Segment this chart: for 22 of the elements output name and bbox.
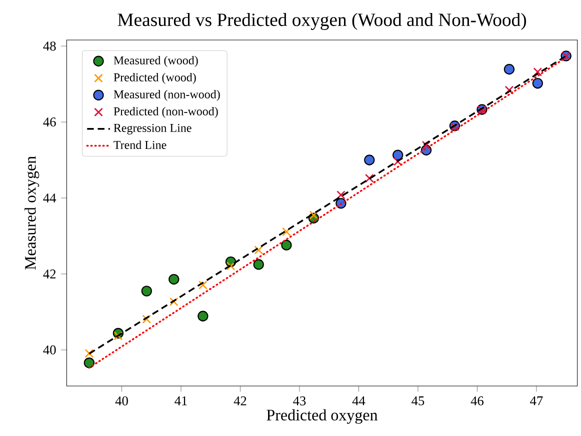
x-axis-title: Predicted oxygen bbox=[266, 409, 378, 424]
legend-label: Trend Line bbox=[114, 140, 166, 150]
chart-title: Measured vs Predicted oxygen (Wood and Non-Wood) bbox=[118, 12, 526, 30]
legend-label: Measured (wood) bbox=[114, 56, 198, 67]
x-tick-label: 43 bbox=[293, 396, 306, 406]
x-tick-label: 47 bbox=[530, 396, 543, 406]
y-tick-label: 46 bbox=[43, 118, 56, 127]
y-tick-label: 42 bbox=[43, 270, 56, 278]
legend-label: Regression Line bbox=[114, 124, 192, 134]
x-tick-label: 44 bbox=[352, 396, 366, 406]
legend-label: Measured (non-wood) bbox=[114, 90, 220, 101]
y-tick-label: 40 bbox=[43, 345, 56, 354]
x-tick-label: 46 bbox=[470, 396, 484, 406]
y-tick-label: 44 bbox=[43, 194, 56, 202]
x-tick-label: 40 bbox=[115, 396, 128, 406]
y-axis-title: Measured oxygen bbox=[24, 156, 40, 270]
x-tick-label: 41 bbox=[174, 396, 187, 406]
y-tick-label: 48 bbox=[43, 42, 56, 51]
legend-label: Predicted (wood) bbox=[114, 72, 196, 84]
x-tick-label: 42 bbox=[234, 396, 246, 406]
legend-label: Predicted (non-wood) bbox=[114, 106, 218, 118]
x-tick-label: 45 bbox=[412, 396, 424, 406]
